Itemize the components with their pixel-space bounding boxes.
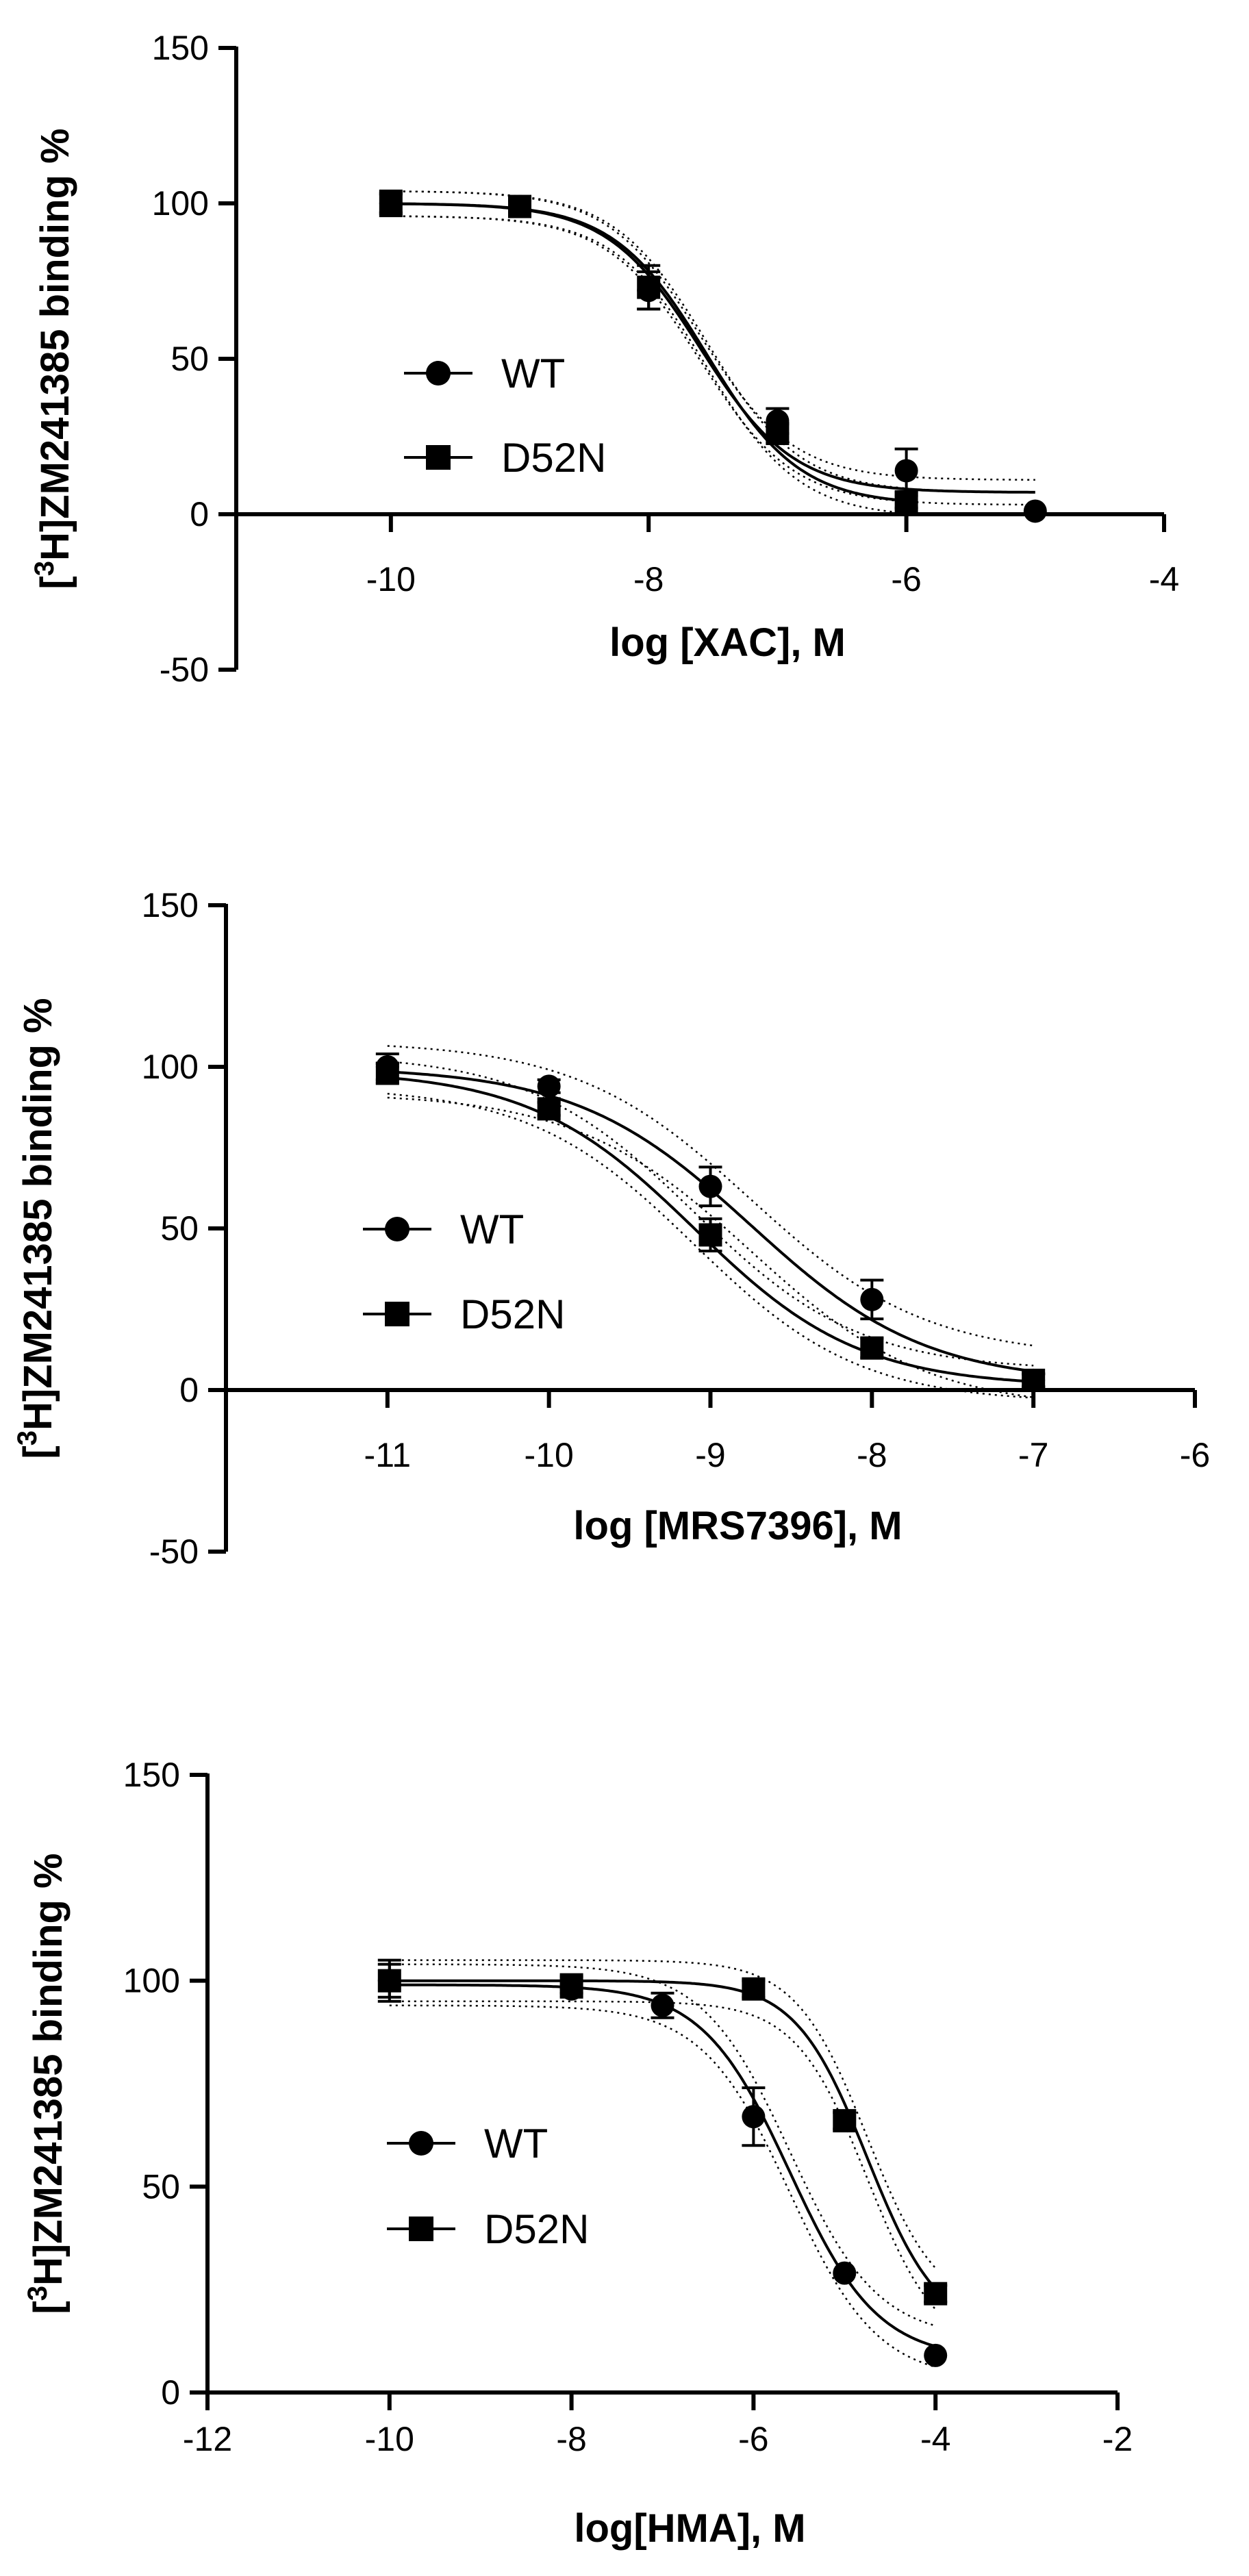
data-point-d52n [860,1336,884,1360]
y-axis-title: [3H]ZM241385 binding % [12,998,60,1459]
y-tick-label: 100 [152,184,209,223]
y-tick-label: 50 [142,2167,180,2206]
fit-curve-wt [389,1983,936,2348]
legend-label-d52n: D52N [484,2206,589,2252]
data-point-d52n [379,192,403,215]
y-axis-title-text: H]ZM241385 binding % [33,128,77,561]
y-tick-label: -50 [160,651,209,689]
y-axis-title-bracket: [ [26,2301,71,2314]
y-tick-label: 150 [152,29,209,67]
ci-lower-line [387,1096,1034,1398]
data-point-d52n [508,194,532,218]
legend-marker-circle [426,361,451,386]
y-axis-title-bracket: [ [33,576,77,589]
chart-panel-2: -50 0 50 100 150 -11 -10 -9 -8 -7 -6 log [MRS7396],… [12,886,1210,1571]
legend-marker-square [385,1302,409,1326]
legend-label-d52n: D52N [501,435,606,481]
chart-panel-1: -50 0 50 100 150 -10 -8 -6 -4 log [XAC], M [3H]ZM2… [29,29,1179,689]
y-axis-title-text: H]ZM241385 binding % [16,998,60,1430]
ci-lower-line [390,215,907,514]
data-point-wt [860,1287,884,1311]
legend-marker-square [409,2217,433,2241]
data-point-wt [651,1993,674,2017]
legend-marker-circle [409,2131,433,2156]
y-tick-label: 150 [123,1756,180,1794]
x-tick-label: -12 [183,2420,232,2458]
x-tick-label: -9 [695,1436,725,1474]
x-tick-label: -4 [1149,560,1179,598]
data-point-d52n [742,1977,766,2001]
data-point-d52n [833,2109,857,2133]
x-tick-label: -10 [366,560,416,598]
ci-lower-line [389,2000,937,2310]
y-axis-title-superscript: 3 [23,2286,53,2301]
x-tick-label: -11 [364,1436,412,1474]
data-point-d52n [894,490,918,514]
y-tick-label: 50 [171,340,209,378]
x-tick-label: -10 [365,2420,414,2458]
x-axis-title: log[HMA], M [574,2506,805,2551]
y-axis-title-bracket: [ [16,1445,60,1459]
data-point-wt [894,459,918,483]
data-point-d52n [924,2282,948,2306]
y-tick-label: -50 [149,1532,199,1571]
data-point-wt [698,1174,722,1198]
x-tick-label: -8 [633,560,664,598]
data-point-wt [537,1074,561,1098]
data-point-wt [833,2261,857,2285]
y-tick-label: 0 [161,2373,180,2412]
x-tick-label: -4 [920,2420,950,2458]
y-axis-title-superscript: 3 [29,561,60,576]
y-axis-title: [3H]ZM241385 binding % [23,1853,71,2314]
ci-upper-line [390,190,1035,481]
y-tick-label: 0 [179,1371,199,1409]
y-axis-title-text: H]ZM241385 binding % [26,1853,71,2286]
legend-label-wt: WT [501,351,565,396]
fit-curve-wt [390,202,1035,494]
x-tick-label: -6 [1180,1436,1210,1474]
data-point-wt [924,2343,948,2367]
legend-marker-circle [385,1217,409,1241]
x-tick-label: -2 [1102,2420,1133,2458]
data-point-d52n [698,1223,722,1247]
data-point-d52n [375,1061,399,1085]
ci-upper-line [390,190,907,490]
data-point-d52n [637,275,661,299]
ci-upper-line [389,1959,937,2269]
y-tick-label: 100 [142,1048,199,1086]
y-tick-label: 0 [190,495,209,533]
x-tick-label: -7 [1018,1436,1048,1474]
data-point-d52n [766,421,790,445]
y-tick-label: 150 [142,886,199,924]
ci-lower-line [390,215,1035,506]
legend-marker-square [426,445,451,470]
y-tick-label: 100 [123,1962,180,2000]
legend-label-wt: WT [460,1207,524,1252]
x-tick-label: -6 [738,2420,768,2458]
fit-curve-d52n [389,1979,937,2290]
x-axis-title: log [XAC], M [609,620,846,665]
legend-label-wt: WT [484,2121,548,2167]
chart-panel-3: 0 50 100 150 -12 -10 -8 -6 -4 -2 log[HMA], M [3H]ZM… [23,1756,1133,2551]
x-tick-label: -10 [525,1436,574,1474]
x-tick-label: -8 [556,2420,586,2458]
data-point-d52n [1022,1368,1046,1392]
y-axis-title-superscript: 3 [12,1430,42,1445]
data-point-d52n [559,1973,583,1997]
data-point-wt [742,2105,766,2129]
y-axis-title: [3H]ZM241385 binding % [29,128,77,589]
ci-lower-line [389,2004,936,2368]
x-tick-label: -6 [891,560,921,598]
x-axis-title: log [MRS7396], M [573,1504,902,1548]
data-point-d52n [537,1097,561,1121]
y-tick-label: 50 [160,1209,199,1248]
x-tick-label: -8 [857,1436,887,1474]
data-point-wt [1023,499,1047,523]
data-point-d52n [377,1969,401,1993]
ci-upper-line [387,1045,1034,1347]
legend-label-d52n: D52N [460,1291,565,1337]
